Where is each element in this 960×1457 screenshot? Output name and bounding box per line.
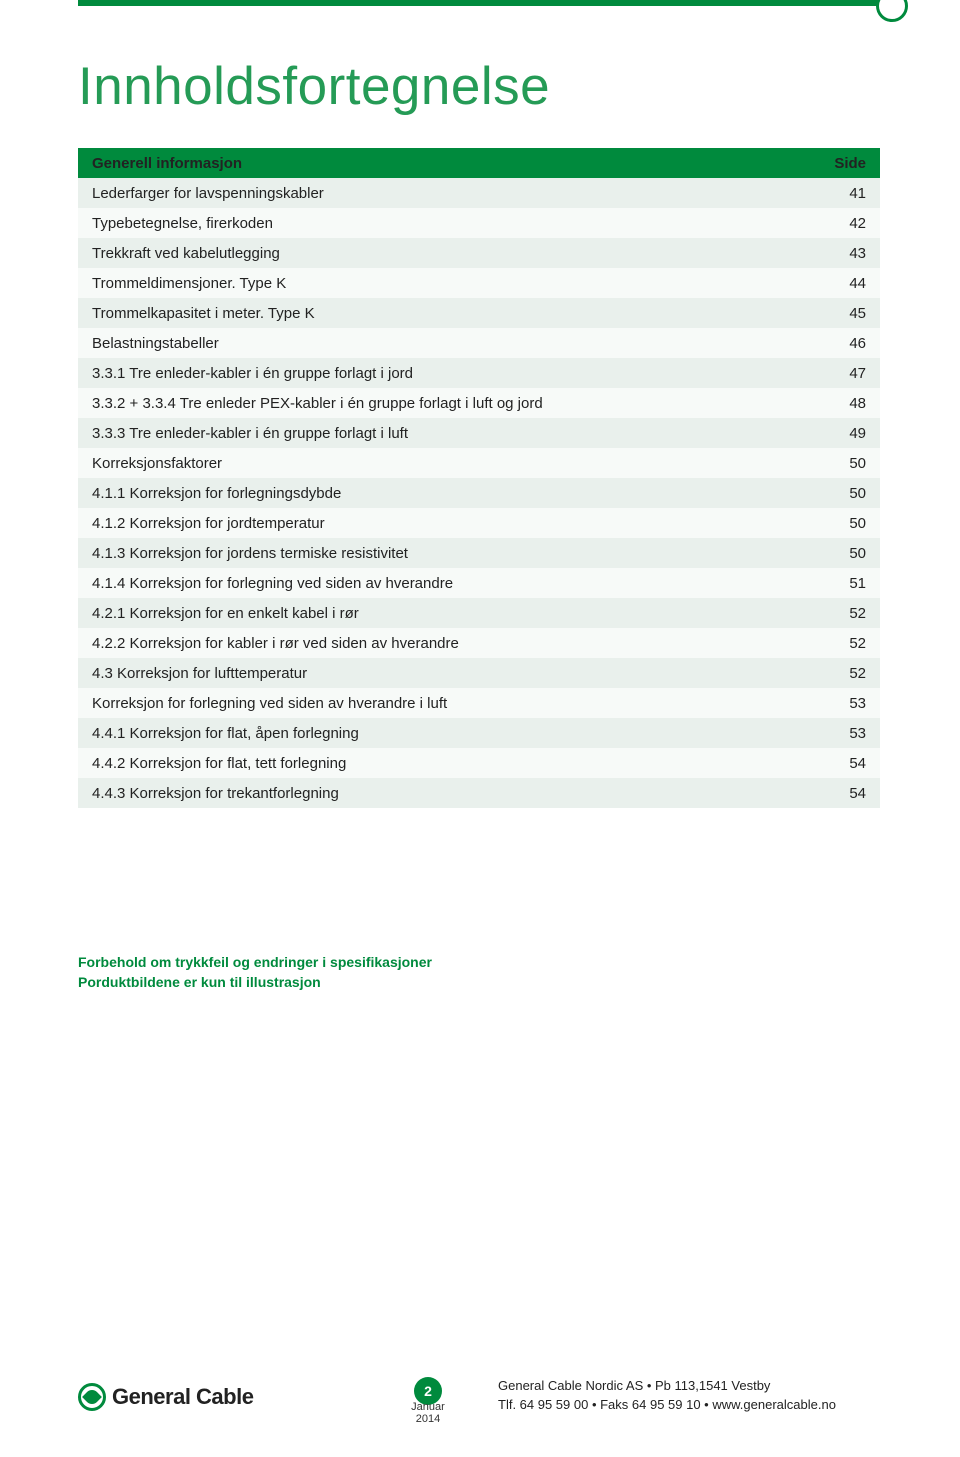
brand-logo: General Cable: [78, 1383, 253, 1411]
toc-row-page: 52: [810, 658, 880, 688]
table-row: 4.4.3 Korreksjon for trekantforlegning54: [78, 778, 880, 808]
toc-row-page: 41: [810, 178, 880, 208]
footer-date: Januar 2014: [398, 1401, 458, 1425]
table-row: 4.1.3 Korreksjon for jordens termiske re…: [78, 538, 880, 568]
table-row: 3.3.2 + 3.3.4 Tre enleder PEX-kabler i é…: [78, 388, 880, 418]
toc-row-label: Trekkraft ved kabelutlegging: [78, 238, 810, 268]
toc-row-label: 4.1.2 Korreksjon for jordtemperatur: [78, 508, 810, 538]
toc-row-label: 4.2.2 Korreksjon for kabler i rør ved si…: [78, 628, 810, 658]
toc-row-label: Lederfarger for lavspenningskabler: [78, 178, 810, 208]
toc-row-label: 4.4.2 Korreksjon for flat, tett forlegni…: [78, 748, 810, 778]
toc-row-page: 50: [810, 538, 880, 568]
toc-row-label: 3.3.2 + 3.3.4 Tre enleder PEX-kabler i é…: [78, 388, 810, 418]
toc-row-page: 43: [810, 238, 880, 268]
table-row: Trommeldimensjoner. Type K44: [78, 268, 880, 298]
disclaimer-line-2: Porduktbildene er kun til illustrasjon: [78, 972, 432, 992]
toc-row-label: 4.1.4 Korreksjon for forlegning ved side…: [78, 568, 810, 598]
table-row: 4.4.1 Korreksjon for flat, åpen forlegni…: [78, 718, 880, 748]
table-row: 3.3.3 Tre enleder-kabler i én gruppe for…: [78, 418, 880, 448]
footer-address: General Cable Nordic AS • Pb 113,1541 Ve…: [498, 1377, 836, 1415]
toc-row-page: 51: [810, 568, 880, 598]
top-rule: [78, 0, 880, 6]
toc-row-page: 53: [810, 718, 880, 748]
toc-row-label: 4.4.1 Korreksjon for flat, åpen forlegni…: [78, 718, 810, 748]
toc-header-label: Generell informasjon: [78, 148, 810, 178]
table-row: Typebetegnelse, firerkoden42: [78, 208, 880, 238]
toc-row-page: 50: [810, 448, 880, 478]
footer: General Cable 2 Januar 2014 General Cabl…: [0, 1353, 960, 1423]
toc-row-label: 4.3 Korreksjon for lufttemperatur: [78, 658, 810, 688]
toc-row-page: 52: [810, 628, 880, 658]
toc-row-page: 50: [810, 508, 880, 538]
table-row: 4.2.2 Korreksjon for kabler i rør ved si…: [78, 628, 880, 658]
table-row: 4.1.2 Korreksjon for jordtemperatur50: [78, 508, 880, 538]
toc-row-page: 47: [810, 358, 880, 388]
table-row: Korreksjon for forlegning ved siden av h…: [78, 688, 880, 718]
toc-row-page: 42: [810, 208, 880, 238]
table-row: 4.3 Korreksjon for lufttemperatur52: [78, 658, 880, 688]
table-row: 4.4.2 Korreksjon for flat, tett forlegni…: [78, 748, 880, 778]
address-line-1: General Cable Nordic AS • Pb 113,1541 Ve…: [498, 1377, 836, 1396]
table-row: Korreksjonsfaktorer50: [78, 448, 880, 478]
table-row: Trekkraft ved kabelutlegging43: [78, 238, 880, 268]
leaf-icon: [885, 0, 905, 13]
toc-row-label: Typebetegnelse, firerkoden: [78, 208, 810, 238]
toc-row-label: Trommeldimensjoner. Type K: [78, 268, 810, 298]
toc-row-page: 48: [810, 388, 880, 418]
page-title: Innholdsfortegnelse: [78, 56, 550, 117]
toc-row-page: 46: [810, 328, 880, 358]
toc-row-label: 4.1.1 Korreksjon for forlegningsdybde: [78, 478, 810, 508]
toc-row-label: 4.1.3 Korreksjon for jordens termiske re…: [78, 538, 810, 568]
toc-row-label: 4.2.1 Korreksjon for en enkelt kabel i r…: [78, 598, 810, 628]
brand-mark-icon: [78, 1383, 106, 1411]
brand-name: General Cable: [112, 1384, 253, 1410]
toc-table: Generell informasjon Side Lederfarger fo…: [78, 148, 880, 808]
toc-row-label: Belastningstabeller: [78, 328, 810, 358]
table-row: 4.1.4 Korreksjon for forlegning ved side…: [78, 568, 880, 598]
toc-header-page: Side: [810, 148, 880, 178]
toc-header-row: Generell informasjon Side: [78, 148, 880, 178]
toc-row-page: 49: [810, 418, 880, 448]
table-row: 3.3.1 Tre enleder-kabler i én gruppe for…: [78, 358, 880, 388]
table-row: Trommelkapasitet i meter. Type K45: [78, 298, 880, 328]
toc-row-label: Korreksjon for forlegning ved siden av h…: [78, 688, 810, 718]
toc-row-page: 45: [810, 298, 880, 328]
table-row: 4.2.1 Korreksjon for en enkelt kabel i r…: [78, 598, 880, 628]
toc-row-label: 3.3.3 Tre enleder-kabler i én gruppe for…: [78, 418, 810, 448]
toc-row-page: 54: [810, 748, 880, 778]
table-row: 4.1.1 Korreksjon for forlegningsdybde50: [78, 478, 880, 508]
address-line-2: Tlf. 64 95 59 00 • Faks 64 95 59 10 • ww…: [498, 1396, 836, 1415]
toc-row-page: 50: [810, 478, 880, 508]
disclaimer: Forbehold om trykkfeil og endringer i sp…: [78, 952, 432, 993]
table-row: Belastningstabeller46: [78, 328, 880, 358]
toc-row-label: 3.3.1 Tre enleder-kabler i én gruppe for…: [78, 358, 810, 388]
toc-row-page: 52: [810, 598, 880, 628]
toc-row-label: 4.4.3 Korreksjon for trekantforlegning: [78, 778, 810, 808]
table-row: Lederfarger for lavspenningskabler41: [78, 178, 880, 208]
toc-row-page: 53: [810, 688, 880, 718]
toc-row-label: Trommelkapasitet i meter. Type K: [78, 298, 810, 328]
disclaimer-line-1: Forbehold om trykkfeil og endringer i sp…: [78, 952, 432, 972]
toc-row-label: Korreksjonsfaktorer: [78, 448, 810, 478]
toc-row-page: 44: [810, 268, 880, 298]
toc-row-page: 54: [810, 778, 880, 808]
